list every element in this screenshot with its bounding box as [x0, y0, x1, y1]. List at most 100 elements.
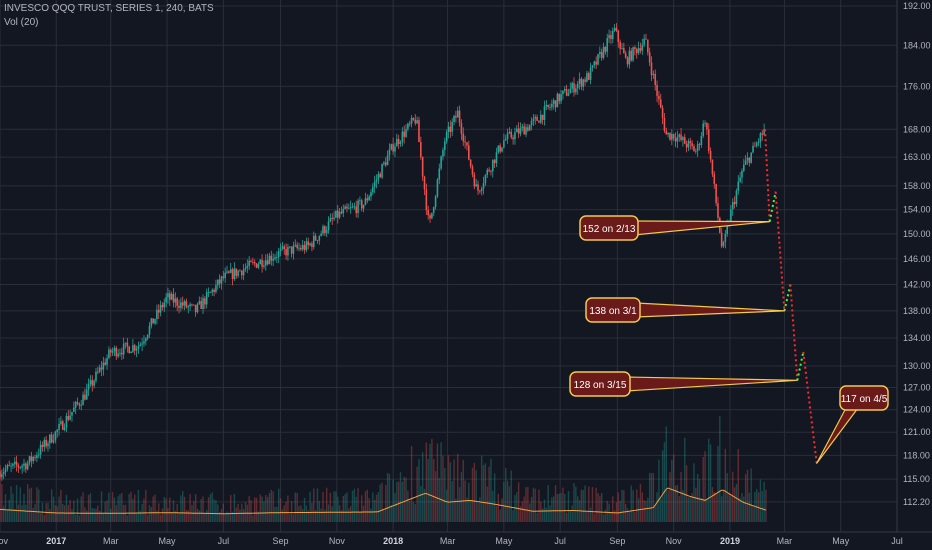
price-candle — [707, 129, 710, 151]
price-candle — [17, 465, 20, 468]
price-candle — [211, 289, 214, 293]
volume-bar — [536, 512, 538, 522]
price-candle — [255, 263, 258, 268]
volume-bar — [277, 488, 280, 522]
volume-bar — [228, 512, 230, 522]
volume-bar — [399, 472, 402, 522]
volume-bar — [134, 494, 136, 522]
price-candle — [316, 240, 319, 242]
volume-bar — [23, 494, 25, 522]
price-candle — [124, 342, 127, 344]
price-candle — [599, 52, 601, 55]
volume-bar — [385, 484, 387, 522]
price-candle — [183, 301, 186, 306]
price-candle — [645, 38, 647, 40]
price-candle — [517, 128, 520, 134]
volume-bar — [427, 458, 429, 522]
price-axis[interactable]: 192.00 184.00 176.00 168.00 163.00 158.00 154.… — [903, 1, 931, 507]
volume-bar — [128, 493, 130, 522]
price-candle — [504, 139, 507, 141]
y-tick-label: 146.00 — [903, 254, 931, 264]
price-candle — [108, 349, 110, 359]
volume-bar — [324, 509, 326, 522]
callout-2[interactable]: 138 on 3/1 — [585, 297, 786, 323]
volume-bar — [254, 497, 256, 522]
price-candle — [624, 53, 627, 58]
callout-3[interactable]: 128 on 3/15 — [569, 371, 798, 397]
y-tick-label: 127.00 — [903, 383, 931, 393]
price-candle — [191, 304, 193, 306]
price-candle — [759, 133, 762, 142]
price-candle — [215, 285, 217, 292]
price-candle — [327, 221, 330, 231]
volume-bar — [152, 496, 154, 522]
volume-bar — [281, 509, 284, 522]
price-candle — [584, 79, 586, 82]
volume-bar — [560, 492, 562, 522]
price-candle — [122, 343, 125, 355]
price-candle — [510, 131, 513, 138]
volume-bar — [517, 482, 520, 522]
y-tick-label: 118.00 — [903, 450, 930, 460]
volume-bar — [639, 483, 642, 522]
price-candle — [172, 293, 175, 303]
price-candle — [731, 202, 734, 210]
volume-bar — [407, 490, 409, 522]
volume-bar — [170, 512, 173, 522]
volume-bar — [38, 489, 40, 522]
volume-bar — [735, 483, 738, 522]
volume-bar — [680, 471, 682, 522]
volume-bar — [658, 459, 660, 522]
price-candle — [704, 122, 706, 124]
volume-bar — [610, 511, 612, 522]
volume-bar — [207, 497, 210, 522]
price-candle — [139, 344, 142, 347]
price-candle — [761, 133, 764, 135]
x-tick-label: 2018 — [383, 536, 403, 546]
volume-bar — [719, 416, 721, 522]
price-candle — [379, 173, 382, 178]
callout-1[interactable]: 152 on 2/13 — [579, 215, 771, 241]
projection-layer — [764, 129, 818, 464]
price-candle — [589, 67, 592, 80]
volume-bar — [95, 508, 97, 522]
volume-bar — [617, 492, 620, 522]
price-candle — [390, 144, 393, 150]
price-candle — [377, 173, 380, 180]
price-candle — [161, 304, 164, 308]
volume-bar — [117, 496, 119, 522]
volume-bar — [272, 491, 274, 522]
volume-bar — [447, 455, 450, 522]
x-tick-label: May — [159, 536, 177, 546]
volume-bar — [383, 510, 385, 522]
price-candle — [298, 247, 300, 249]
volume-bar — [687, 497, 690, 522]
price-candle — [194, 304, 197, 313]
callout-4[interactable]: 117 on 4/5 — [816, 385, 889, 464]
price-candle — [98, 367, 101, 372]
volume-bar — [728, 493, 730, 522]
volume-bar — [672, 454, 675, 522]
volume-bar — [684, 437, 686, 522]
callout-box — [839, 385, 889, 411]
price-candle — [141, 343, 143, 345]
volume-bar — [763, 481, 765, 522]
y-tick-label: 163.00 — [903, 152, 931, 162]
volume-bar — [580, 489, 583, 522]
price-candle — [360, 200, 363, 209]
volume-bar — [102, 512, 105, 522]
price-candle — [233, 268, 236, 280]
volume-bar — [239, 509, 241, 522]
price-candle — [235, 268, 238, 276]
volume-bar — [58, 496, 60, 522]
volume-layer — [0, 416, 767, 522]
price-candle — [689, 141, 692, 144]
price-candle — [106, 358, 108, 365]
price-candle — [126, 342, 129, 347]
y-tick-label: 134.00 — [903, 333, 931, 343]
price-candle — [117, 353, 119, 357]
price-candle — [204, 298, 206, 305]
time-axis[interactable]: Nov 2017 Mar May Jul Sep Nov 2018 Mar May Jul Sep No… — [0, 536, 903, 546]
price-candle — [264, 260, 267, 266]
